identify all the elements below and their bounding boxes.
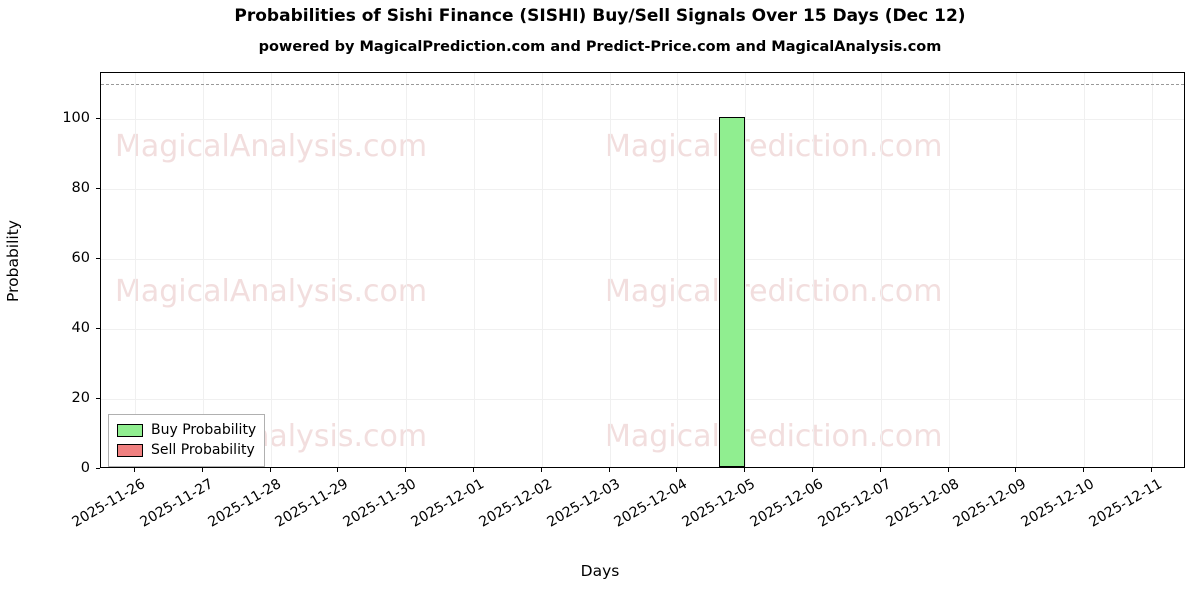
gridline-vertical: [134, 73, 136, 467]
y-tick-label: 60: [71, 249, 90, 266]
legend-swatch-buy-icon: [117, 423, 143, 437]
gridline-vertical: [202, 73, 204, 467]
y-tick-mark: [96, 468, 100, 469]
gridline-vertical: [1084, 73, 1086, 467]
legend-label-buy: Buy Probability: [151, 422, 257, 438]
y-tick-label: 40: [71, 319, 90, 336]
reference-dashed-line: [101, 83, 1184, 85]
legend-label-sell: Sell Probability: [151, 442, 255, 458]
x-tick-mark: [1151, 468, 1153, 472]
gridline-vertical: [473, 73, 475, 467]
y-tick-mark: [96, 187, 100, 189]
gridline-vertical: [948, 73, 950, 467]
y-tick-mark: [96, 327, 100, 329]
chart-subtitle: powered by MagicalPrediction.com and Pre…: [258, 39, 942, 55]
gridline-horizontal: [101, 258, 1184, 260]
gridline-vertical: [609, 73, 611, 467]
y-tick-mark: [96, 117, 100, 119]
watermark-text: MagicalPrediction.com: [605, 129, 943, 164]
gridline-vertical: [677, 73, 679, 467]
gridline-vertical: [1152, 73, 1154, 467]
gridline-vertical: [813, 73, 815, 467]
gridline-vertical: [1016, 73, 1018, 467]
x-tick-mark: [744, 468, 746, 472]
x-tick-mark: [879, 468, 881, 472]
x-axis-label: Days: [580, 562, 620, 580]
x-tick-mark: [1083, 468, 1085, 472]
y-tick-label: 0: [80, 460, 90, 476]
x-tick-mark: [812, 468, 814, 472]
y-tick-label: 100: [62, 109, 90, 126]
y-tick-mark: [96, 397, 100, 399]
legend-swatch-sell-icon: [117, 443, 143, 457]
x-tick-mark: [133, 468, 135, 472]
gridline-vertical: [745, 73, 747, 467]
x-tick-mark: [540, 468, 542, 472]
gridline-horizontal: [101, 398, 1184, 400]
y-tick-mark: [96, 257, 100, 259]
x-tick-mark: [405, 468, 407, 472]
chart-title: Probabilities of Sishi Finance (SISHI) B…: [234, 6, 966, 26]
x-tick-mark: [337, 468, 339, 472]
gridline-vertical: [541, 73, 543, 467]
gridline-vertical: [338, 73, 340, 467]
gridline-horizontal: [101, 188, 1184, 190]
watermark-text: MagicalPrediction.com: [605, 419, 943, 454]
plot-area: MagicalAnalysis.com MagicalPrediction.co…: [100, 72, 1185, 468]
x-tick-mark: [608, 468, 610, 472]
legend: Buy Probability Sell Probability: [108, 414, 266, 467]
x-tick-mark: [676, 468, 678, 472]
y-tick-label: 80: [71, 179, 90, 196]
y-tick-label: 20: [71, 389, 90, 406]
x-tick-mark: [269, 468, 271, 472]
gridline-horizontal: [101, 118, 1184, 120]
watermark-text: MagicalPrediction.com: [605, 274, 943, 309]
y-axis-label: Probability: [4, 220, 22, 302]
gridline-horizontal: [101, 328, 1184, 330]
bar-buy: [718, 116, 746, 467]
gridline-vertical: [270, 73, 272, 467]
x-tick-mark: [947, 468, 949, 472]
legend-item-buy: Buy Probability: [117, 420, 256, 440]
x-tick-mark: [472, 468, 474, 472]
gridline-vertical: [406, 73, 408, 467]
legend-item-sell: Sell Probability: [117, 440, 256, 460]
gridline-vertical: [880, 73, 882, 467]
x-tick-mark: [201, 468, 203, 472]
x-tick-mark: [1015, 468, 1017, 472]
watermark-layer: MagicalAnalysis.com MagicalPrediction.co…: [101, 73, 1184, 467]
